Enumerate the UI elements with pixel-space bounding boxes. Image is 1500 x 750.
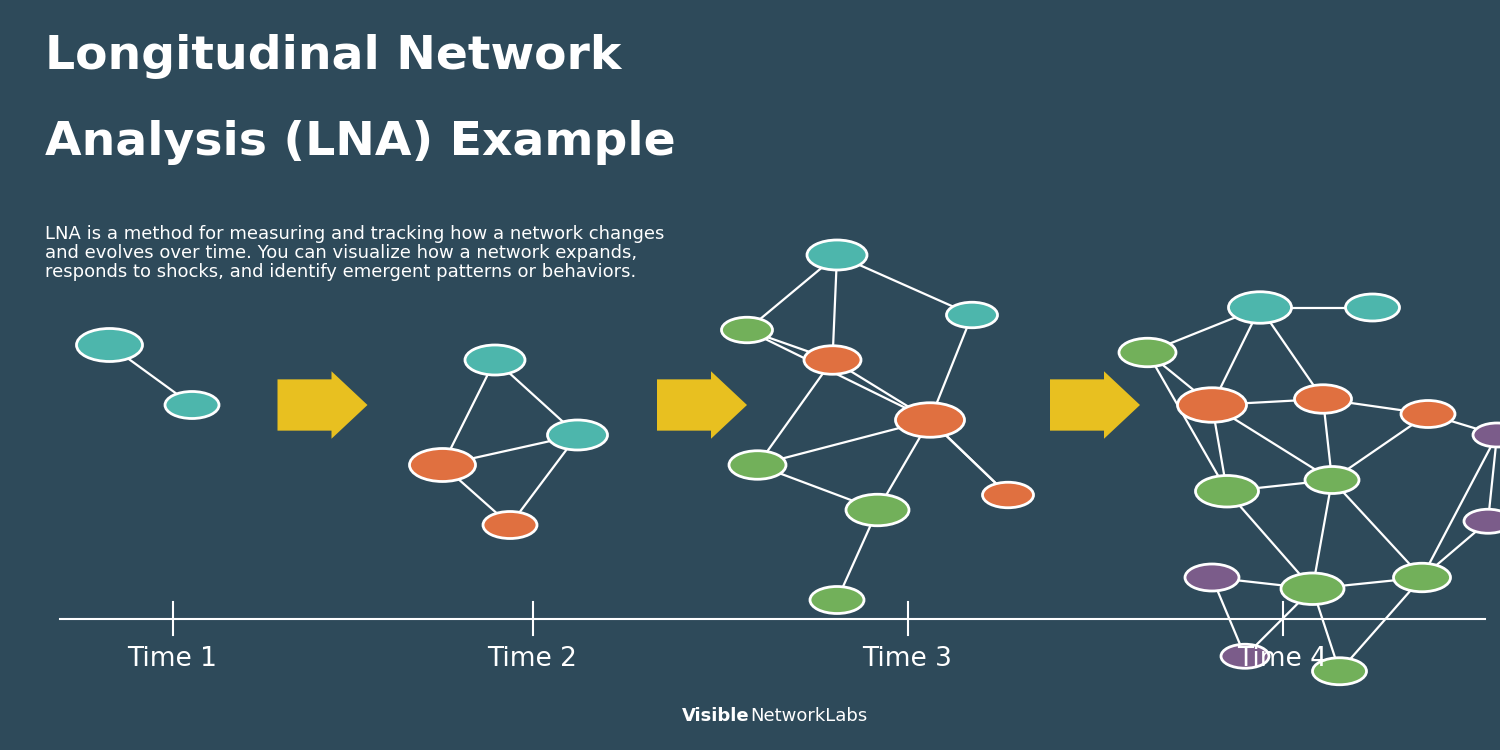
Polygon shape [278,371,368,439]
Circle shape [846,494,909,526]
Text: LNA is a method for measuring and tracking how a network changes: LNA is a method for measuring and tracki… [45,225,664,243]
Circle shape [896,403,964,437]
Text: responds to shocks, and identify emergent patterns or behaviors.: responds to shocks, and identify emergen… [45,263,636,281]
Circle shape [1119,338,1176,367]
Circle shape [1305,466,1359,494]
Text: Time 3: Time 3 [862,646,952,673]
Circle shape [76,328,142,362]
Text: Visible: Visible [682,707,750,725]
Circle shape [810,586,864,613]
Text: Longitudinal Network: Longitudinal Network [45,34,621,79]
Circle shape [1185,564,1239,591]
Circle shape [1401,400,1455,427]
Text: Analysis (LNA) Example: Analysis (LNA) Example [45,120,675,165]
Circle shape [410,448,476,482]
Circle shape [729,451,786,479]
Circle shape [722,317,772,343]
Circle shape [1178,388,1246,422]
Text: and evolves over time. You can visualize how a network expands,: and evolves over time. You can visualize… [45,244,638,262]
Circle shape [1473,423,1500,447]
Circle shape [1281,573,1344,604]
Circle shape [1196,476,1258,507]
Circle shape [1228,292,1292,323]
Circle shape [1294,385,1352,413]
Circle shape [483,512,537,538]
Polygon shape [657,371,747,439]
Circle shape [165,392,219,418]
Circle shape [548,420,608,450]
Circle shape [1464,509,1500,533]
Circle shape [946,302,998,328]
Polygon shape [1050,371,1140,439]
Circle shape [1312,658,1366,685]
Text: NetworkLabs: NetworkLabs [750,707,867,725]
Circle shape [804,346,861,374]
Text: Time 1: Time 1 [128,646,218,673]
Circle shape [465,345,525,375]
Circle shape [1346,294,1400,321]
Circle shape [1394,563,1450,592]
Text: Time 4: Time 4 [1238,646,1328,673]
Text: Time 2: Time 2 [488,646,578,673]
Circle shape [807,240,867,270]
Circle shape [1221,644,1269,668]
Circle shape [982,482,1033,508]
